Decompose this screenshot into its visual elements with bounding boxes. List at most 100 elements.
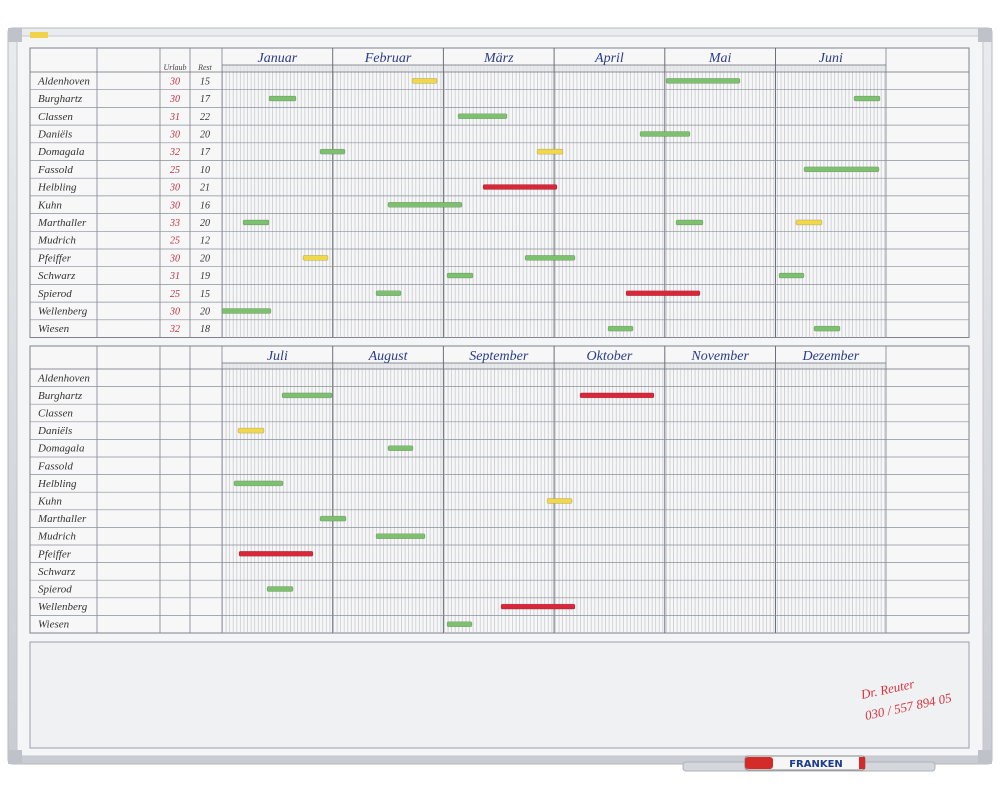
remaining-days: 18 — [200, 324, 210, 335]
remaining-days: 19 — [200, 271, 210, 282]
employee-name: Marthaller — [37, 513, 87, 525]
magnet-strip — [482, 184, 558, 190]
magnet-strip — [607, 325, 634, 332]
remaining-days: 12 — [200, 236, 210, 247]
employee-name: Spierod — [38, 288, 72, 300]
employee-name: Daniëls — [37, 128, 72, 140]
corner — [978, 28, 992, 42]
magnet-strip — [268, 95, 297, 102]
column-header: Urlaub — [163, 63, 186, 72]
employee-name: Schwarz — [38, 270, 76, 282]
employee-name: Mudrich — [37, 235, 76, 247]
employee-name: Fassold — [37, 164, 73, 176]
marker-end — [859, 757, 865, 769]
magnet-strip — [536, 148, 564, 155]
magnet-strip — [238, 551, 314, 557]
marker-cap — [745, 757, 773, 769]
employee-name: Kuhn — [37, 496, 62, 508]
magnet-strip — [446, 621, 473, 627]
month-label: November — [690, 349, 749, 364]
employee-name: Kuhn — [37, 199, 62, 211]
month-label: Januar — [258, 51, 298, 66]
employee-name: Wiesen — [38, 619, 70, 631]
employee-name: Pfeiffer — [37, 252, 72, 264]
magnet-strip — [221, 308, 272, 314]
month-label: März — [483, 51, 514, 66]
magnet-strip — [233, 480, 284, 487]
month-label: Dezember — [801, 349, 859, 364]
remaining-days: 20 — [200, 306, 210, 317]
remaining-days: 15 — [200, 289, 210, 300]
remaining-days: 21 — [200, 183, 210, 194]
employee-name: Wiesen — [38, 323, 70, 335]
employee-name: Wellenberg — [38, 305, 88, 317]
employee-name: Domagala — [37, 146, 85, 158]
magnet-strip — [500, 603, 576, 610]
magnet-strip — [387, 202, 463, 208]
notes-area — [29, 641, 970, 749]
magnet-strip — [803, 166, 880, 173]
remaining-days: 17 — [200, 147, 211, 158]
employee-name: Marthaller — [37, 217, 87, 229]
vacation-days: 31 — [169, 112, 180, 123]
magnet-strip — [319, 515, 347, 522]
vacation-days: 30 — [169, 76, 180, 87]
magnet-strip — [375, 533, 426, 539]
magnet-strip — [524, 255, 576, 261]
magnet-strip — [795, 219, 823, 226]
remaining-days: 20 — [200, 218, 210, 229]
vacation-days: 30 — [169, 306, 180, 317]
month-label: Juni — [819, 51, 843, 66]
marker-brand: FRANKEN — [789, 759, 843, 770]
label-sticker — [30, 32, 48, 38]
month-label: Juli — [267, 349, 288, 364]
corner — [8, 750, 22, 764]
month-label: April — [594, 51, 624, 66]
vacation-days: 25 — [170, 289, 180, 300]
employee-name: Pfeiffer — [37, 548, 72, 560]
vacation-days: 30 — [169, 183, 180, 194]
magnet-strip — [665, 78, 741, 84]
magnet-strip — [813, 325, 841, 332]
magnet-strip — [411, 78, 438, 84]
employee-name: Domagala — [37, 443, 85, 455]
magnet-strip — [778, 272, 805, 279]
employee-name: Helbling — [37, 182, 77, 194]
month-label: Oktober — [587, 349, 633, 364]
month-label: August — [368, 349, 409, 364]
month-label: Mai — [708, 51, 732, 66]
remaining-days: 20 — [200, 253, 210, 264]
month-label: September — [469, 349, 529, 364]
employee-name: Classen — [38, 408, 73, 420]
magnet-strip — [625, 290, 701, 296]
remaining-days: 20 — [200, 129, 210, 140]
vacation-days: 30 — [169, 200, 180, 211]
vacation-days: 25 — [170, 165, 180, 176]
magnet-strip — [237, 427, 265, 434]
remaining-days: 16 — [200, 200, 210, 211]
column-header: Rest — [197, 63, 213, 72]
employee-name: Mudrich — [37, 531, 76, 543]
employee-name: Burghartz — [38, 390, 83, 402]
vacation-days: 25 — [170, 236, 180, 247]
employee-name: Aldenhoven — [37, 75, 90, 87]
vacation-days: 31 — [169, 271, 180, 282]
vacation-days: 30 — [169, 253, 180, 264]
magnet-strip — [266, 586, 294, 592]
magnet-strip — [446, 272, 474, 279]
magnet-strip — [319, 148, 346, 155]
vacation-days: 32 — [169, 147, 180, 158]
employee-name: Burghartz — [38, 93, 83, 105]
corner — [8, 28, 22, 42]
magnet-strip — [302, 255, 329, 261]
employee-name: Daniëls — [37, 425, 72, 437]
magnet-strip — [281, 392, 333, 399]
vacation-days: 30 — [169, 129, 180, 140]
vacation-days: 30 — [169, 94, 180, 105]
magnet-strip — [546, 498, 573, 504]
corner — [978, 750, 992, 764]
magnet-strip — [639, 131, 691, 137]
employee-name: Spierod — [38, 584, 72, 596]
remaining-days: 15 — [200, 76, 210, 87]
